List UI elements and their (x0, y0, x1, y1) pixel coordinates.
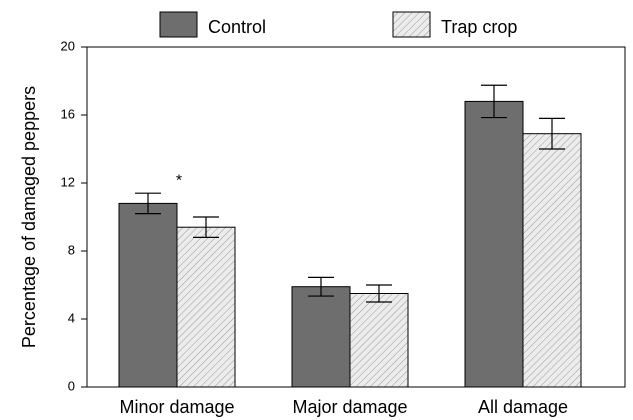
bar (118, 202, 178, 388)
bar (176, 226, 236, 388)
bar (291, 286, 351, 388)
bar (464, 100, 524, 388)
legend-swatch (159, 11, 198, 38)
annotation: * (176, 172, 182, 189)
bar (522, 133, 582, 388)
error-bar (481, 84, 507, 119)
x-tick-label: Major damage (292, 397, 407, 417)
bar (349, 293, 409, 388)
x-tick-label: All damage (478, 397, 568, 417)
y-tick-label: 16 (61, 106, 75, 121)
y-tick-label: 4 (68, 310, 75, 325)
error-bar (366, 284, 392, 303)
legend-label: Trap crop (441, 17, 517, 37)
error-bar (193, 216, 219, 238)
y-tick-label: 0 (68, 378, 75, 393)
error-bar (135, 192, 161, 215)
y-tick-label: 12 (61, 174, 75, 189)
error-bar (308, 276, 334, 297)
y-tick-label: 8 (68, 242, 75, 257)
legend-label: Control (208, 17, 266, 37)
error-bar (539, 117, 565, 150)
legend-swatch (392, 11, 431, 38)
y-tick-label: 20 (61, 38, 75, 53)
y-axis-label: Percentage of damaged peppers (19, 86, 39, 348)
x-tick-label: Minor damage (119, 397, 234, 417)
